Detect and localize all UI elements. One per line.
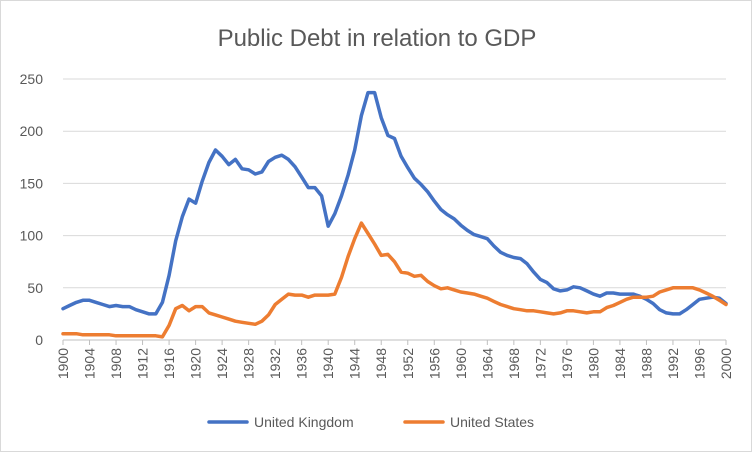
y-tick-label: 200 xyxy=(20,123,44,139)
x-tick-label: 1984 xyxy=(612,348,628,379)
legend-label: United States xyxy=(450,414,534,430)
x-tick-label: 1952 xyxy=(400,348,416,379)
x-tick-label: 1948 xyxy=(373,348,389,379)
x-tick-label: 1936 xyxy=(294,348,310,379)
series-line-united-kingdom xyxy=(61,90,728,316)
x-tick-label: 1900 xyxy=(55,348,71,379)
y-axis: 0 50 100 150 200 250 xyxy=(20,71,44,348)
x-tick-label: 1904 xyxy=(82,348,98,379)
gridlines xyxy=(63,78,726,341)
legend: United Kingdom United States xyxy=(207,414,534,430)
x-tick-label: 1940 xyxy=(320,348,336,379)
x-tick-label: 1956 xyxy=(426,348,442,379)
x-tick-label: 1972 xyxy=(532,348,548,379)
y-tick-label: 250 xyxy=(20,71,44,87)
x-tick-label: 1908 xyxy=(108,348,124,379)
chart-title: Public Debt in relation to GDP xyxy=(218,25,537,52)
x-tick-label: 2000 xyxy=(718,348,734,379)
x-tick-label: 1912 xyxy=(135,348,151,379)
x-tick-label: 1916 xyxy=(161,348,177,379)
series-line-united-states xyxy=(61,221,728,339)
x-tick-label: 1960 xyxy=(453,348,469,379)
x-tick-label: 1964 xyxy=(479,348,495,379)
legend-label: United Kingdom xyxy=(254,414,354,430)
x-axis: 1900 1904 1908 1912 1916 1920 1924 1928 1932 1936… xyxy=(55,340,734,379)
y-tick-label: 50 xyxy=(27,280,43,296)
x-tick-label: 1976 xyxy=(559,348,575,379)
y-tick-label: 100 xyxy=(20,228,44,244)
x-tick-label: 1944 xyxy=(347,348,363,379)
x-tick-label: 1980 xyxy=(585,348,601,379)
x-tick-label: 1928 xyxy=(241,348,257,379)
x-tick-label: 1996 xyxy=(691,348,707,379)
x-tick-label: 1932 xyxy=(267,348,283,379)
x-tick-label: 1920 xyxy=(188,348,204,379)
x-tick-label: 1968 xyxy=(506,348,522,379)
x-tick-label: 1988 xyxy=(638,348,654,379)
y-tick-label: 0 xyxy=(35,332,43,348)
x-tick-label: 1924 xyxy=(214,348,230,379)
y-tick-label: 150 xyxy=(20,175,44,191)
plot-area xyxy=(61,90,728,339)
x-tick-label: 1992 xyxy=(665,348,681,379)
